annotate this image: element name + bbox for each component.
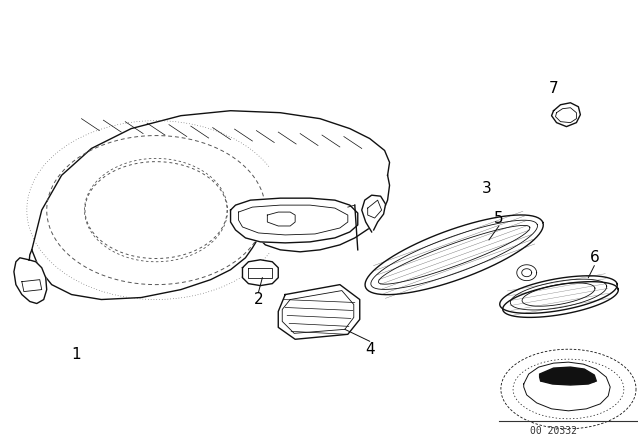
Polygon shape	[278, 284, 360, 339]
Polygon shape	[268, 212, 295, 226]
Polygon shape	[365, 215, 543, 295]
Text: 1: 1	[72, 347, 81, 362]
Polygon shape	[22, 280, 42, 292]
Text: 6: 6	[589, 250, 599, 265]
Polygon shape	[243, 260, 278, 286]
Text: 3: 3	[482, 181, 492, 196]
Text: 00 20332: 00 20332	[530, 426, 577, 436]
Text: 4: 4	[365, 342, 374, 357]
Polygon shape	[230, 198, 358, 243]
Text: 7: 7	[548, 82, 558, 96]
Polygon shape	[540, 367, 596, 385]
Text: 5: 5	[494, 211, 504, 225]
Polygon shape	[362, 195, 385, 232]
Text: 2: 2	[253, 292, 263, 307]
Polygon shape	[500, 276, 617, 313]
Polygon shape	[14, 258, 47, 303]
Polygon shape	[552, 103, 580, 127]
